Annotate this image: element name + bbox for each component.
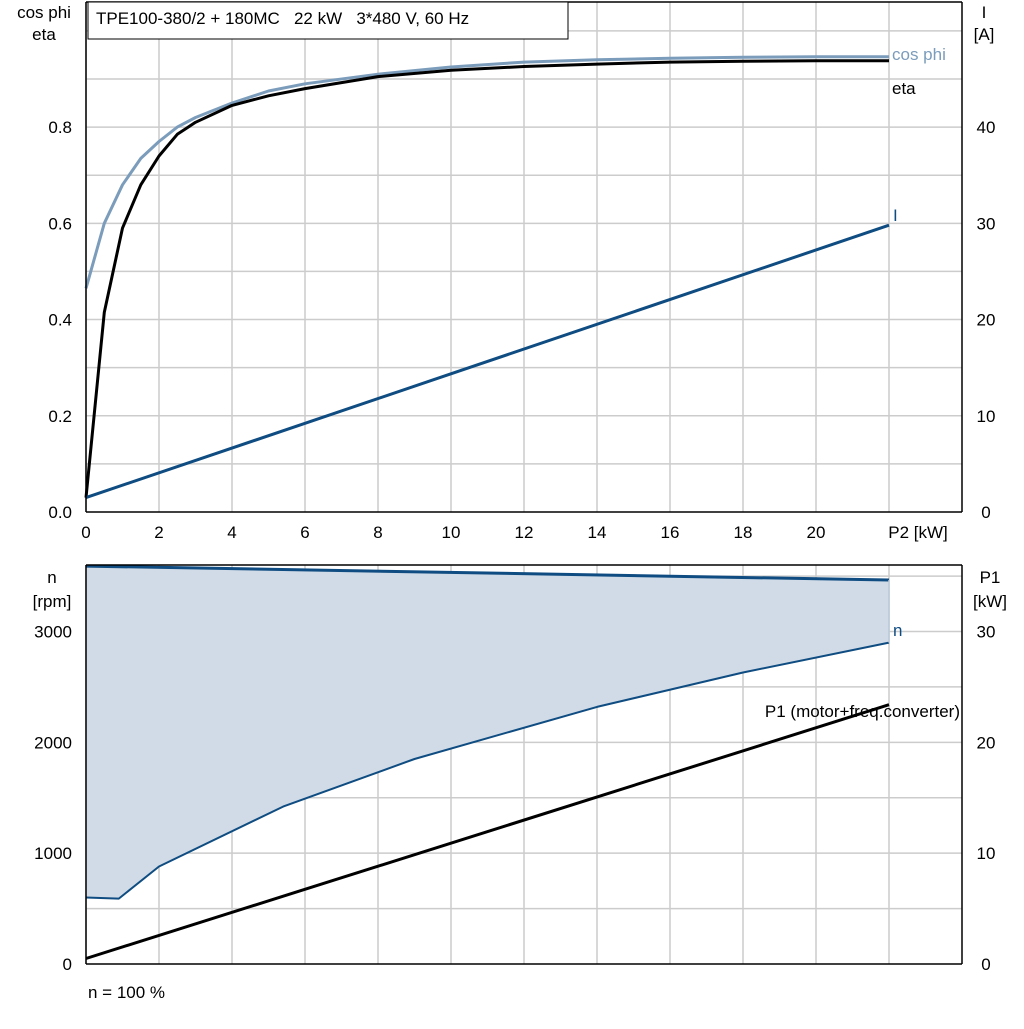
bottom-left-axis-label-2: [rpm] — [33, 592, 72, 611]
bottom-y-right-tick-label: 0 — [981, 955, 990, 974]
top-x-tick-label: 16 — [661, 523, 680, 542]
legend-current: I — [893, 206, 898, 225]
top-left-axis-label-1: cos phi — [17, 3, 71, 22]
p1-line — [85, 703, 890, 960]
bottom-y-left-tick-label: 1000 — [34, 844, 72, 863]
chart-title: TPE100-380/2 + 180MC 22 kW 3*480 V, 60 H… — [96, 9, 469, 28]
top-y-left-tick-label: 0.8 — [48, 118, 72, 137]
top-y-right-tick-label: 10 — [977, 407, 996, 426]
legend-speed: n — [893, 621, 902, 640]
top-right-axis-label-2: [A] — [974, 25, 995, 44]
bottom-y-right-tick-label: 30 — [977, 623, 996, 642]
bottom-y-left-tick-label: 2000 — [34, 733, 72, 752]
bottom-speed-band — [86, 566, 889, 899]
top-x-tick-label: 8 — [373, 523, 382, 542]
title-box — [87, 1, 569, 40]
speed-min-line — [85, 641, 890, 900]
top-y-right-tick-label: 30 — [977, 214, 996, 233]
top-x-axis-label: P2 [kW] — [888, 523, 948, 542]
top-y-right-tick-label: 0 — [981, 503, 990, 522]
top-y-right-tick-label: 40 — [977, 118, 996, 137]
top-x-tick-label: 0 — [81, 523, 90, 542]
top-x-tick-label: 2 — [154, 523, 163, 542]
bottom-y-left-tick-label: 3000 — [34, 623, 72, 642]
top-y-left-tick-label: 0.6 — [48, 214, 72, 233]
legend-eta: eta — [892, 79, 916, 98]
top-x-tick-label: 12 — [515, 523, 534, 542]
legend-p1: P1 (motor+freq.converter) — [765, 702, 960, 721]
speed-range-area — [86, 566, 889, 899]
top-x-tick-label: 4 — [227, 523, 236, 542]
current-line — [85, 223, 890, 500]
footnote-speed: n = 100 % — [88, 983, 165, 1002]
top-x-tick-label: 18 — [734, 523, 753, 542]
cos-phi-line — [84, 55, 889, 289]
bottom-left-axis-label-1: n — [47, 568, 56, 587]
top-x-tick-label: 10 — [442, 523, 461, 542]
top-x-tick-label: 14 — [588, 523, 607, 542]
top-x-tick-label: 6 — [300, 523, 309, 542]
bottom-y-right-tick-label: 10 — [977, 844, 996, 863]
top-series — [84, 55, 890, 500]
bottom-right-axis-label-1: P1 — [980, 568, 1001, 587]
top-right-axis-label-1: I — [982, 3, 987, 22]
eta-line — [84, 59, 889, 498]
speed-max-line — [85, 564, 890, 582]
tick-labels: 0 2 4 6 8 10 12 14 16 18 20 0.0 0.2 0.4 0.6 0.8 0 10 20 30 4… — [34, 118, 995, 974]
bottom-right-axis-label-2: [kW] — [973, 592, 1007, 611]
top-x-tick-label: 20 — [807, 523, 826, 542]
top-y-left-tick-label: 0.4 — [48, 311, 72, 330]
bottom-y-left-tick-label: 0 — [63, 955, 72, 974]
bottom-series — [85, 564, 890, 960]
top-grid — [85, 2, 962, 512]
bottom-y-right-tick-label: 20 — [977, 733, 996, 752]
legend-cos-phi: cos phi — [892, 45, 946, 64]
top-y-right-tick-label: 20 — [977, 311, 996, 330]
top-y-left-tick-label: 0.2 — [48, 407, 72, 426]
top-y-left-tick-label: 0.0 — [48, 503, 72, 522]
top-left-axis-label-2: eta — [32, 25, 56, 44]
